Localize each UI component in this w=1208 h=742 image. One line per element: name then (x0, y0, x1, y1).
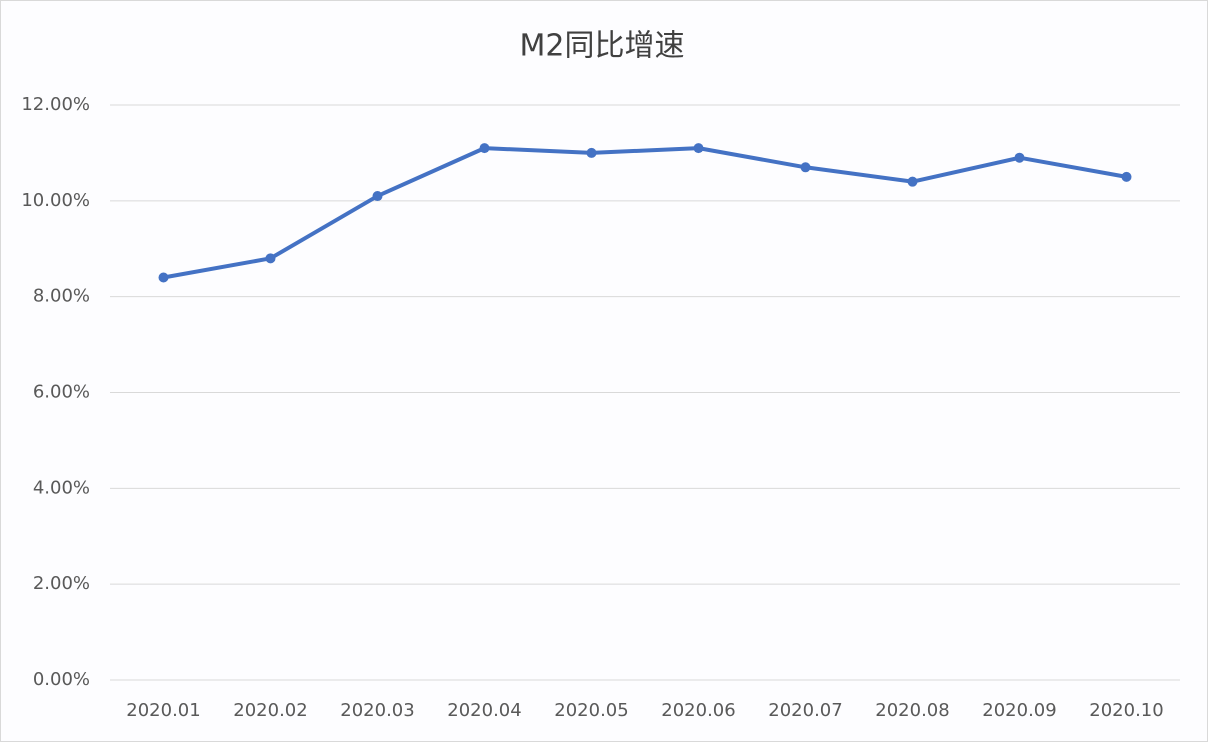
y-tick-label: 0.00% (33, 669, 90, 690)
data-point (158, 272, 169, 283)
x-tick-label: 2020.06 (661, 700, 735, 721)
y-tick-label: 12.00% (21, 94, 90, 115)
data-point (1014, 152, 1025, 163)
data-point (800, 162, 811, 173)
x-tick-label: 2020.01 (126, 700, 200, 721)
series-line (163, 146, 1127, 280)
y-tick-label: 10.00% (21, 190, 90, 211)
x-tick-label: 2020.09 (982, 700, 1056, 721)
y-tick-label: 2.00% (33, 573, 90, 594)
data-point (586, 147, 597, 158)
y-tick-label: 6.00% (33, 382, 90, 403)
x-tick-label: 2020.10 (1089, 700, 1163, 721)
x-tick-label: 2020.07 (768, 700, 842, 721)
data-point (479, 143, 490, 154)
data-point (693, 143, 704, 154)
data-point (265, 253, 276, 264)
x-tick-label: 2020.04 (447, 700, 521, 721)
x-tick-label: 2020.03 (340, 700, 414, 721)
x-tick-label: 2020.05 (554, 700, 628, 721)
data-point (907, 176, 918, 187)
x-tick-label: 2020.08 (875, 700, 949, 721)
chart-title: M2同比增速 (520, 29, 685, 64)
y-tick-label: 4.00% (33, 477, 90, 498)
y-tick-label: 8.00% (33, 286, 90, 307)
x-tick-label: 2020.02 (233, 700, 307, 721)
data-point (372, 191, 383, 202)
data-point (1121, 171, 1132, 182)
